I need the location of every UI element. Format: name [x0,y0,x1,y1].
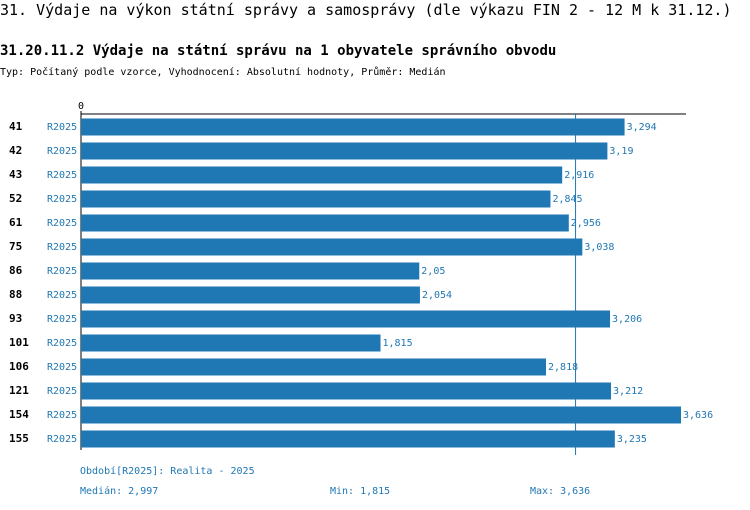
footer-period: Období[R2025]: Realita - 2025 [80,466,255,477]
series-label: R2025 [47,338,77,349]
value-label: 3,212 [613,386,643,397]
category-label: 88 [9,288,22,301]
value-label: 3,038 [584,242,614,253]
bar [81,382,612,400]
bar [81,238,583,256]
axis-zero-label: 0 [78,101,84,112]
category-label: 43 [9,168,22,181]
series-label: R2025 [47,410,77,421]
bar [81,406,681,424]
series-label: R2025 [47,314,77,325]
value-label: 3,206 [612,314,642,325]
bar [81,190,551,208]
series-label: R2025 [47,146,77,157]
value-label: 3,294 [627,122,657,133]
value-label: 2,818 [548,362,578,373]
category-label: 106 [9,360,29,373]
value-label: 2,845 [552,194,582,205]
value-label: 3,19 [609,146,633,157]
bar [81,214,569,232]
bar [81,334,381,352]
series-label: R2025 [47,434,77,445]
value-label: 2,916 [564,170,594,181]
bar [81,358,547,376]
value-label: 1,815 [383,338,413,349]
chart-meta: Typ: Počítaný podle vzorce, Vyhodnocení:… [0,67,446,78]
bar-chart: 0 41 R2025 3,294 42 R2025 3,19 43 R2025 2,916 52 R2… [9,101,713,455]
category-label: 155 [9,432,29,445]
bar [81,166,563,184]
category-label: 61 [9,216,23,229]
value-label: 2,05 [421,266,445,277]
value-label: 3,636 [683,410,713,421]
bar [81,118,625,136]
category-label: 75 [9,240,22,253]
series-label: R2025 [47,386,77,397]
category-label: 93 [9,312,22,325]
value-label: 2,054 [422,290,452,301]
value-label: 3,235 [617,434,647,445]
footer-min: Min: 1,815 [330,486,391,497]
category-label: 41 [9,120,23,133]
page-title: 31. Výdaje na výkon státní správy a samo… [0,1,732,19]
series-label: R2025 [47,218,77,229]
series-label: R2025 [47,266,77,277]
category-label: 154 [9,408,29,421]
value-label: 2,956 [571,218,601,229]
series-label: R2025 [47,242,77,253]
series-label: R2025 [47,122,77,133]
bar [81,262,420,280]
series-label: R2025 [47,170,77,181]
bar [81,142,608,160]
category-label: 121 [9,384,29,397]
category-label: 42 [9,144,22,157]
series-label: R2025 [47,194,77,205]
footer-max: Max: 3,636 [530,486,591,497]
series-label: R2025 [47,290,77,301]
bar [81,310,611,328]
footer-median: Medián: 2,997 [80,486,159,497]
bar [81,430,615,448]
category-label: 86 [9,264,23,277]
category-label: 52 [9,192,22,205]
bar [81,286,420,304]
chart-subtitle: 31.20.11.2 Výdaje na státní správu na 1 … [0,43,557,59]
category-label: 101 [9,336,29,349]
series-label: R2025 [47,362,77,373]
